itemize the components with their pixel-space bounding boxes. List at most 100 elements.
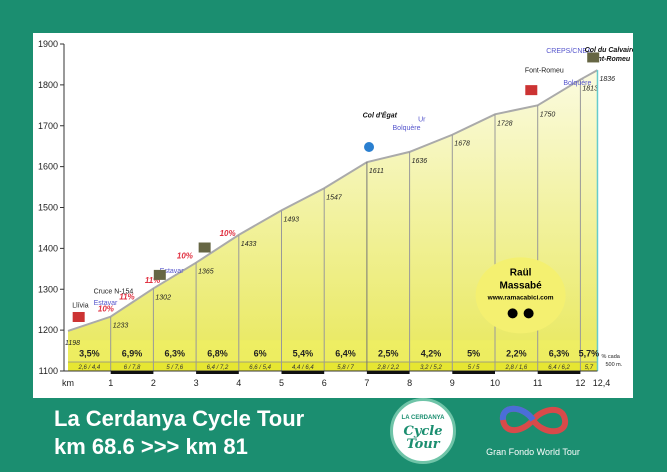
x-tick-label: 8 xyxy=(407,378,412,388)
half-km-label: 5,7 xyxy=(585,365,594,371)
elevation-label: 1728 xyxy=(497,120,513,127)
gradient-label: 2,2% xyxy=(506,349,527,359)
author-website: www.ramacabici.com xyxy=(487,294,554,301)
elevation-label: 1836 xyxy=(599,76,615,83)
gradient-label: 3,5% xyxy=(79,349,100,359)
gradient-label: 6,3% xyxy=(549,349,570,359)
infinity-icon xyxy=(500,405,568,435)
footer-title: La Cerdanya Cycle Tour xyxy=(54,406,305,431)
x-tick-label: 7 xyxy=(364,378,369,388)
elevation-label: 1365 xyxy=(198,269,214,276)
author-first-name: Raül xyxy=(510,267,532,278)
gradient-label: 4,2% xyxy=(421,349,442,359)
footer-subtitle: km 68.6 >>> km 81 xyxy=(54,434,248,459)
half-km-label: 3,2 / 5,2 xyxy=(420,365,442,371)
gradient-label: 2,5% xyxy=(378,349,399,359)
annotation-label: Bolquère xyxy=(393,125,421,132)
annotation-label: Bolquère xyxy=(563,80,591,87)
y-tick-label: 1300 xyxy=(38,284,58,294)
gradient-label: 5% xyxy=(467,349,480,359)
annotation-label: 11% xyxy=(145,276,160,285)
author-badge xyxy=(475,257,566,334)
elevation-label: 1493 xyxy=(284,216,300,223)
author-last-name: Massabé xyxy=(499,280,542,291)
y-tick-label: 1600 xyxy=(38,162,58,172)
half-km-label: 6 / 7,8 xyxy=(124,365,141,371)
sponsor-text: Gran Fondo World Tour xyxy=(486,447,580,457)
annotation-label: 10% xyxy=(220,229,236,238)
x-tick-label: 6 xyxy=(322,378,327,388)
x-tick-label: 12,4 xyxy=(593,378,611,388)
elevation-label: 1678 xyxy=(454,141,470,148)
y-tick-label: 1700 xyxy=(38,121,58,131)
elevation-label: 1198 xyxy=(65,340,80,347)
gradient-label: 5,4% xyxy=(293,349,314,359)
bicycle-icon xyxy=(523,308,534,319)
x-axis-label: km xyxy=(62,378,74,388)
elevation-label: 1813 xyxy=(582,86,598,93)
x-tick-label: 12 xyxy=(575,378,585,388)
half-km-label: 6,6 / 5,4 xyxy=(249,365,271,371)
gradient-label: 6,4% xyxy=(335,349,356,359)
annotation-label: Col d'Égat xyxy=(363,111,398,120)
elevation-label: 1302 xyxy=(155,294,171,301)
half-km-note: 500 m. xyxy=(605,362,622,368)
annotation-label: CREPS/CNEA xyxy=(546,48,592,55)
gradient-label: 6,8% xyxy=(207,349,228,359)
annotation-label: Col du Calvaire xyxy=(585,47,633,54)
annotation-label: Font-Romeu xyxy=(589,56,631,63)
elevation-label: 1547 xyxy=(326,194,343,201)
logo-top-text: LA CERDANYA xyxy=(401,414,445,421)
y-tick-label: 1500 xyxy=(38,203,58,213)
elevation-label: 1433 xyxy=(241,241,257,248)
annotation-label: Estavar xyxy=(160,268,184,275)
building-icon xyxy=(525,85,538,96)
y-tick-label: 1400 xyxy=(38,243,58,253)
elevation-label: 1611 xyxy=(369,168,384,175)
x-tick-label: 2 xyxy=(151,378,156,388)
half-km-label: 2,8 / 1,6 xyxy=(505,365,528,371)
gran-fondo-logo: Gran Fondo World Tour xyxy=(478,400,588,457)
chart-panel: 1198 1233 1302 1365 1433 1493 1547 1611 1636 1678… xyxy=(33,33,633,398)
x-tick-label: 4 xyxy=(236,378,241,388)
km-scale-segment xyxy=(110,371,154,374)
logo-tour-text: Tour xyxy=(406,436,440,452)
annotation-label: Llívia xyxy=(72,303,88,310)
elevation-line xyxy=(67,69,598,332)
annotation-label: 10% xyxy=(177,252,193,261)
elevation-label: 1636 xyxy=(412,158,428,165)
km-scale-segment xyxy=(452,371,495,374)
gradient-label: 5,7% xyxy=(579,349,600,359)
building-icon xyxy=(153,269,166,280)
half-km-label: 6,4 / 7,2 xyxy=(207,365,229,371)
building-icon xyxy=(587,52,600,63)
km-scale-segment xyxy=(196,371,239,374)
elevation-label: 1233 xyxy=(113,323,129,330)
x-tick-label: 5 xyxy=(279,378,284,388)
annotation-label: Ur xyxy=(418,117,426,124)
cycle-tour-logo: LA CERDANYA Cycle Tour xyxy=(390,398,456,464)
annotation-label: 11% xyxy=(119,292,134,301)
half-km-band xyxy=(68,362,598,371)
elevation-label: 1750 xyxy=(540,111,556,118)
km-scale-segment xyxy=(281,371,325,374)
annotation-label: Cruce N-154 xyxy=(94,288,134,295)
half-km-label: 5,8 / 7 xyxy=(337,365,354,371)
bicycle-icon xyxy=(507,308,518,319)
gradient-label: 6,9% xyxy=(122,349,143,359)
x-tick-label: 3 xyxy=(194,378,199,388)
gradient-label: 6,3% xyxy=(164,349,185,359)
roundabout-icon xyxy=(364,142,375,153)
x-tick-label: 1 xyxy=(108,378,113,388)
annotation-label: Font-Romeu xyxy=(525,68,564,75)
annotation-label: 10% xyxy=(98,305,114,314)
annotation-label: Estavar xyxy=(94,300,118,307)
elevation-area xyxy=(68,70,598,371)
y-tick-label: 1800 xyxy=(38,80,58,90)
x-tick-label: 11 xyxy=(533,378,542,388)
y-tick-label: 1100 xyxy=(39,366,58,376)
half-km-note: % cada xyxy=(601,354,620,360)
km-scale-segment xyxy=(537,371,581,374)
half-km-label: 2,8 / 2,2 xyxy=(376,365,399,371)
y-tick-label: 1200 xyxy=(38,325,58,335)
